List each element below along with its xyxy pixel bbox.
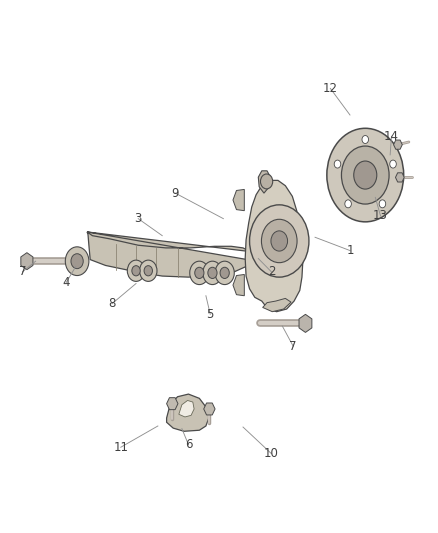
Circle shape xyxy=(261,219,297,263)
Circle shape xyxy=(390,160,396,168)
Polygon shape xyxy=(396,173,404,182)
Text: 5: 5 xyxy=(207,308,214,321)
Text: 3: 3 xyxy=(134,212,142,225)
Polygon shape xyxy=(233,274,244,296)
Text: 8: 8 xyxy=(108,297,116,310)
Text: 7: 7 xyxy=(19,265,26,278)
Circle shape xyxy=(71,254,83,269)
Circle shape xyxy=(271,231,288,251)
Circle shape xyxy=(261,174,273,189)
Polygon shape xyxy=(394,140,402,149)
Circle shape xyxy=(342,146,389,204)
Circle shape xyxy=(354,161,377,189)
Polygon shape xyxy=(21,253,33,270)
Text: 11: 11 xyxy=(113,441,128,454)
Text: 2: 2 xyxy=(268,265,275,278)
Text: 7: 7 xyxy=(290,340,297,353)
Text: 6: 6 xyxy=(185,438,192,451)
Polygon shape xyxy=(245,180,303,312)
Polygon shape xyxy=(166,394,209,431)
Polygon shape xyxy=(87,232,251,277)
Polygon shape xyxy=(204,403,215,415)
Text: 4: 4 xyxy=(63,276,70,289)
Circle shape xyxy=(327,128,404,222)
Circle shape xyxy=(144,265,152,276)
Text: 10: 10 xyxy=(264,447,279,460)
Polygon shape xyxy=(179,400,194,417)
Circle shape xyxy=(127,260,145,281)
Polygon shape xyxy=(263,298,291,312)
Circle shape xyxy=(65,247,89,276)
Text: 9: 9 xyxy=(172,187,179,200)
Circle shape xyxy=(190,261,209,285)
Text: 13: 13 xyxy=(373,209,388,222)
Text: 12: 12 xyxy=(323,82,338,95)
Polygon shape xyxy=(166,398,178,410)
Circle shape xyxy=(203,261,222,285)
Polygon shape xyxy=(299,314,312,333)
Circle shape xyxy=(208,267,217,279)
Circle shape xyxy=(362,135,368,143)
Circle shape xyxy=(250,205,309,277)
Circle shape xyxy=(215,261,234,285)
Text: 1: 1 xyxy=(346,244,354,257)
Circle shape xyxy=(220,267,229,279)
Circle shape xyxy=(195,267,204,279)
Circle shape xyxy=(379,200,386,208)
Text: 14: 14 xyxy=(384,130,399,143)
Polygon shape xyxy=(258,171,271,193)
Circle shape xyxy=(345,200,351,208)
Circle shape xyxy=(132,265,140,276)
Circle shape xyxy=(334,160,341,168)
Polygon shape xyxy=(233,189,244,211)
Circle shape xyxy=(140,260,157,281)
